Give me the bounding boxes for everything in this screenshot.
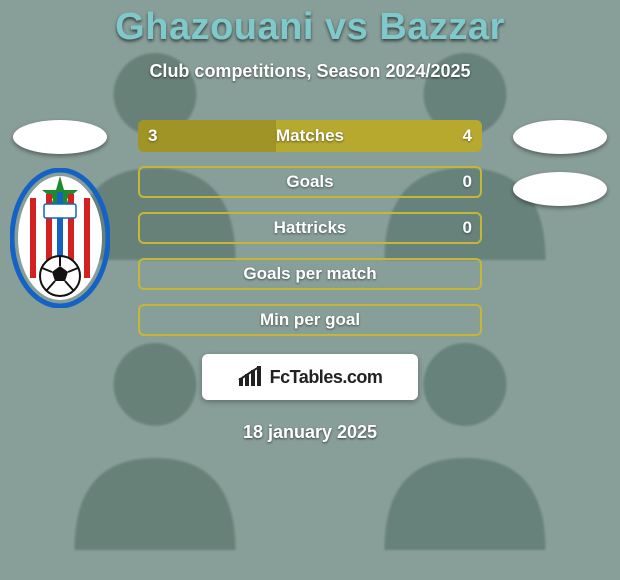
bar-label: Matches xyxy=(138,120,482,152)
vs-label: vs xyxy=(325,6,368,48)
bar-value-a: 3 xyxy=(148,120,157,152)
bar-label: Hattricks xyxy=(138,212,482,244)
bar-label: Min per goal xyxy=(138,304,482,336)
stat-bars: Matches34Goals0Hattricks0Goals per match… xyxy=(138,120,482,336)
player-a-side xyxy=(0,120,125,308)
date-label: 18 january 2025 xyxy=(0,422,620,443)
bar-value-b: 0 xyxy=(463,212,472,244)
main-area: Matches34Goals0Hattricks0Goals per match… xyxy=(0,120,620,443)
stat-bar-hattricks: Hattricks0 xyxy=(138,212,482,244)
player-b-flag-icon xyxy=(513,120,607,154)
bar-value-b: 0 xyxy=(463,166,472,198)
player-b-club-badge-icon xyxy=(513,172,607,206)
stat-bar-min_per_goal: Min per goal xyxy=(138,304,482,336)
player-a-flag-icon xyxy=(13,120,107,154)
bar-value-b: 4 xyxy=(463,120,472,152)
player-b-side xyxy=(495,120,620,206)
stat-bar-goals_per_match: Goals per match xyxy=(138,258,482,290)
bar-label: Goals per match xyxy=(138,258,482,290)
player-a-club-badge-icon xyxy=(10,168,110,308)
stat-bar-matches: Matches3 4 xyxy=(138,120,482,152)
chart-bars-icon xyxy=(238,366,264,388)
player-a-name: Ghazouani xyxy=(115,6,314,48)
subtitle: Club competitions, Season 2024/2025 xyxy=(0,61,620,82)
bar-label: Goals xyxy=(138,166,482,198)
brand-name: FcTables.com xyxy=(270,367,383,388)
player-b-name: Bazzar xyxy=(379,6,505,48)
stat-bar-goals: Goals0 xyxy=(138,166,482,198)
content: Ghazouani vs Bazzar Club competitions, S… xyxy=(0,6,620,580)
brand-box[interactable]: FcTables.com xyxy=(202,354,418,400)
page-title: Ghazouani vs Bazzar xyxy=(0,6,620,49)
